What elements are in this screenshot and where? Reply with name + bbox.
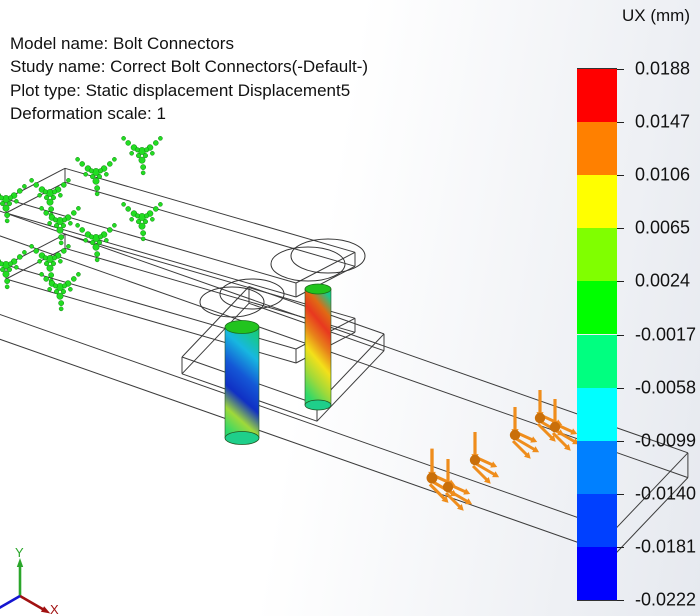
svg-text:Y: Y [15,545,24,560]
svg-text:X: X [50,602,59,616]
